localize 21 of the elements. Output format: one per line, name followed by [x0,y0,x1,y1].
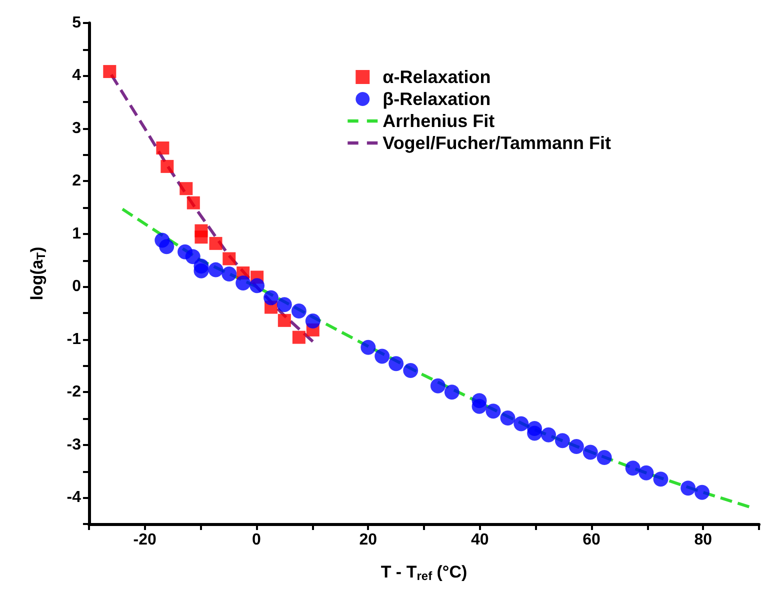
y-tick-label: 1 [72,225,82,242]
x-tick-label: 80 [694,532,712,548]
x-tick-label: -20 [133,532,156,548]
y-tick-label: -4 [66,489,82,506]
y-tick-label: -2 [66,384,82,401]
y-tick-label: 4 [72,67,82,84]
y-tick-label: 0 [72,278,82,296]
x-tick-label: 20 [359,532,378,548]
y-tick-label: 5 [72,14,82,32]
legend-label: Vogel/Fucher/Tammann Fit [382,133,612,153]
y-tick-label: -3 [66,436,82,454]
x-tick-label: 0 [252,532,262,548]
y-tick-label: 3 [72,120,82,137]
legend-label: α-Relaxation [382,67,491,87]
x-tick-label: 60 [582,532,600,548]
legend-label: β-Relaxation [382,89,491,109]
legend-label: Arrhenius Fit [382,111,495,131]
y-tick-label: 2 [72,172,82,190]
x-tick-label: 40 [470,532,489,548]
y-axis-title: log(aT) [28,246,48,300]
y-tick-label: -1 [66,330,82,348]
